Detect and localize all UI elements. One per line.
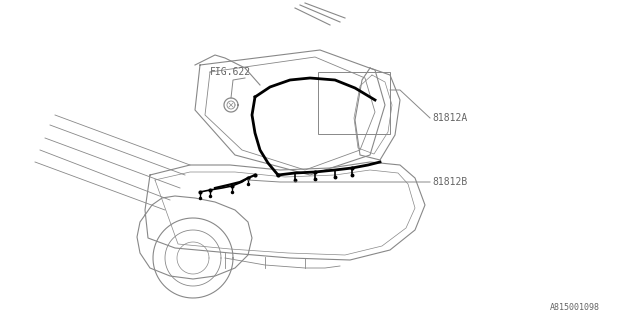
Text: 81812A: 81812A [432, 113, 467, 123]
Text: A815001098: A815001098 [550, 303, 600, 312]
Text: FIG.622: FIG.622 [210, 67, 251, 77]
Text: 81812B: 81812B [432, 177, 467, 187]
Bar [318, 72, 390, 134]
